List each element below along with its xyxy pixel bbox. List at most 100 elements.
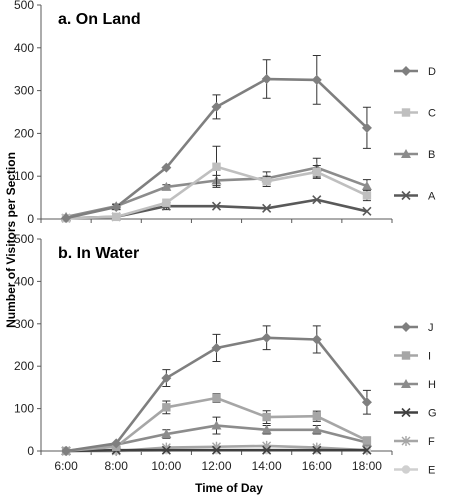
y-tick-label: 300 <box>14 84 34 98</box>
y-tick-label: 500 <box>14 0 34 12</box>
legend-marker <box>401 108 411 117</box>
data-point <box>261 424 272 434</box>
data-point <box>212 393 221 403</box>
y-axis-label: Number of Visitors per Section <box>4 152 18 328</box>
data-point <box>261 74 272 85</box>
legend-marker <box>401 351 411 360</box>
legend-marker <box>401 322 411 332</box>
data-point <box>262 177 271 186</box>
legend-item-F: F <box>394 436 435 448</box>
data-point <box>361 397 372 408</box>
x-tick-label: 18:00 <box>352 459 382 473</box>
y-tick-label: 100 <box>14 402 34 416</box>
data-point <box>211 201 222 211</box>
data-point <box>211 445 222 455</box>
data-point <box>161 429 172 439</box>
y-tick-label: 0 <box>27 212 34 226</box>
series-J <box>61 325 372 456</box>
data-point <box>362 445 372 455</box>
data-point <box>161 445 171 455</box>
legend-item-D: D <box>394 66 436 78</box>
legend-label: E <box>428 465 435 477</box>
x-tick-label: 16:00 <box>302 459 332 473</box>
y-tick-label: 400 <box>14 41 34 55</box>
legend-marker <box>401 436 411 446</box>
legend-item-I: I <box>394 351 431 363</box>
data-point <box>362 436 372 445</box>
y-tick-label: 100 <box>14 169 34 183</box>
legend: J I H G F E <box>394 322 437 477</box>
data-point <box>61 213 72 224</box>
legend-marker <box>401 379 411 388</box>
y-tick-label: 200 <box>14 359 34 373</box>
panel-on-land: 0 100 200 300 400 500 a. On Land D C B A <box>14 0 436 226</box>
legend-marker <box>401 149 411 158</box>
legend: D C B A <box>394 66 436 203</box>
data-point <box>162 403 171 412</box>
legend-label: D <box>428 66 436 78</box>
legend-label: I <box>428 351 431 363</box>
data-point <box>262 203 272 213</box>
legend-item-C: C <box>394 108 436 120</box>
data-point <box>312 412 321 421</box>
panel-in-water: 0 100 200 300 400 500 6:00 8:00 10:00 12:00 14:00 1… <box>14 232 437 477</box>
legend-label: H <box>428 379 436 391</box>
x-axis-label: Time of Day <box>195 481 263 495</box>
x-tick-label: 14:00 <box>252 459 282 473</box>
legend-item-A: A <box>394 191 436 203</box>
data-point <box>361 122 372 133</box>
legend-marker <box>401 465 411 474</box>
legend-marker <box>401 66 411 76</box>
data-point <box>311 424 322 434</box>
x-tick-label: 6:00 <box>54 459 78 473</box>
y-tick-label: 300 <box>14 317 34 331</box>
y-tick-label: 200 <box>14 126 34 140</box>
data-point <box>311 74 322 85</box>
data-point <box>312 195 322 205</box>
legend-label: A <box>428 191 436 203</box>
series-D <box>61 55 372 224</box>
legend-item-G: G <box>394 408 437 420</box>
legend-label: F <box>428 436 435 448</box>
x-tick-label: 10:00 <box>151 459 181 473</box>
legend-label: G <box>428 408 437 420</box>
data-point <box>211 420 222 430</box>
panel-title: b. In Water <box>58 245 139 262</box>
legend-label: C <box>428 108 436 120</box>
data-point <box>161 162 172 173</box>
x-tick-label: 8:00 <box>105 459 129 473</box>
legend-item-H: H <box>394 379 436 391</box>
data-point <box>362 191 372 200</box>
data-point <box>261 332 272 343</box>
legend-label: B <box>428 149 435 161</box>
legend-item-B: B <box>394 149 435 161</box>
data-point <box>311 334 322 345</box>
panel-title: a. On Land <box>58 11 141 28</box>
data-point <box>211 101 222 112</box>
series-C <box>61 145 372 223</box>
y-tick-label: 400 <box>14 274 34 288</box>
legend-label: J <box>428 322 434 334</box>
data-point <box>211 342 222 353</box>
data-point <box>162 198 171 207</box>
data-point <box>362 206 372 216</box>
legend-marker <box>401 407 411 418</box>
data-point <box>161 373 172 384</box>
data-point <box>212 162 221 171</box>
data-point <box>61 446 72 456</box>
data-point <box>361 181 372 191</box>
data-point <box>262 412 271 422</box>
legend-item-J: J <box>394 322 434 334</box>
data-point <box>161 181 172 191</box>
legend-item-E: E <box>394 465 435 477</box>
data-point <box>111 202 122 213</box>
data-point <box>112 212 121 222</box>
data-point <box>312 445 322 455</box>
data-point <box>262 445 272 455</box>
data-point <box>111 438 122 449</box>
y-tick-label: 500 <box>14 232 34 246</box>
x-tick-label: 12:00 <box>201 459 231 473</box>
y-tick-label: 0 <box>27 444 34 458</box>
data-point <box>312 167 321 177</box>
